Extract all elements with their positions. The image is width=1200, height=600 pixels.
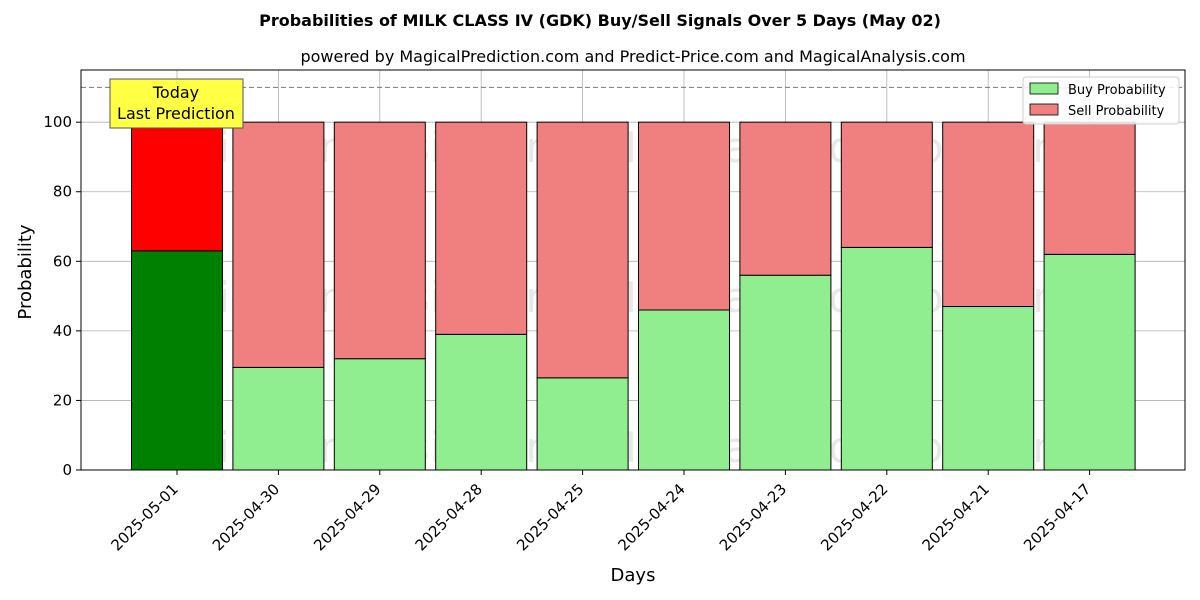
bar-buy	[232, 366, 325, 471]
bar-sell	[942, 121, 1035, 308]
x-tick-label: 2025-04-30	[209, 480, 283, 554]
bar-buy	[536, 377, 629, 471]
bar-buy	[739, 274, 832, 471]
y-tick-label: 0	[62, 461, 72, 479]
y-axis-label: Probability	[15, 224, 36, 319]
bar-buy	[435, 333, 528, 471]
y-tick-label: 60	[53, 252, 72, 270]
x-tick-label: 2025-04-25	[513, 480, 587, 554]
bars	[131, 121, 1136, 471]
bar-buy	[638, 309, 730, 471]
chart-title: Probabilities of MILK CLASS IV (GDK) Buy…	[259, 11, 941, 30]
y-tick-label: 20	[53, 391, 72, 409]
y-tick-label: 40	[53, 322, 72, 340]
bar-sell	[536, 121, 629, 379]
x-ticks: 2025-05-01 2025-04-30 2025-04-29 2025-04-28…	[107, 470, 1094, 554]
legend-sell-swatch	[1029, 103, 1059, 116]
bar-sell	[333, 121, 426, 360]
legend: Buy Probability Sell Probability	[1022, 76, 1180, 125]
plot-frame	[80, 69, 1186, 471]
bar-sell	[1043, 121, 1136, 255]
x-tick-label: 2025-05-01	[107, 480, 181, 554]
y-ticks: 0 20 40 60 80 100	[43, 113, 81, 479]
today-annotation: Today Last Prediction	[109, 78, 244, 129]
bar-buy	[942, 306, 1035, 471]
chart-subtitle: powered by MagicalPrediction.com and Pre…	[300, 47, 965, 66]
bar-buy	[840, 246, 933, 471]
bar-sell	[739, 121, 832, 276]
legend-buy-label: Buy Probability	[1068, 83, 1166, 98]
annotation-line2: Last Prediction	[117, 104, 235, 123]
legend-sell-label: Sell Probability	[1068, 104, 1165, 119]
annotation-box	[109, 78, 244, 129]
y-tick-label: 80	[53, 183, 72, 201]
bar-buy	[333, 358, 426, 471]
legend-buy-swatch	[1029, 82, 1059, 95]
bar-buy	[1043, 253, 1136, 471]
bar-sell	[131, 121, 223, 252]
x-tick-label: 2025-04-23	[716, 480, 790, 554]
bar-sell	[638, 121, 730, 311]
x-tick-label: 2025-04-28	[412, 480, 486, 554]
y-tick-label: 100	[43, 113, 72, 131]
x-tick-label: 2025-04-24	[614, 480, 688, 554]
x-tick-label: 2025-04-29	[310, 480, 384, 554]
annotation-line1: Today	[152, 83, 199, 102]
bar-sell	[232, 121, 325, 368]
x-tick-label: 2025-04-17	[1020, 480, 1094, 554]
x-tick-label: 2025-04-21	[919, 480, 993, 554]
x-axis-label: Days	[611, 565, 656, 586]
bar-sell	[840, 121, 933, 248]
x-tick-label: 2025-04-22	[817, 480, 891, 554]
bar-buy	[131, 250, 223, 471]
bar-sell	[435, 121, 528, 335]
legend-box	[1022, 76, 1180, 125]
